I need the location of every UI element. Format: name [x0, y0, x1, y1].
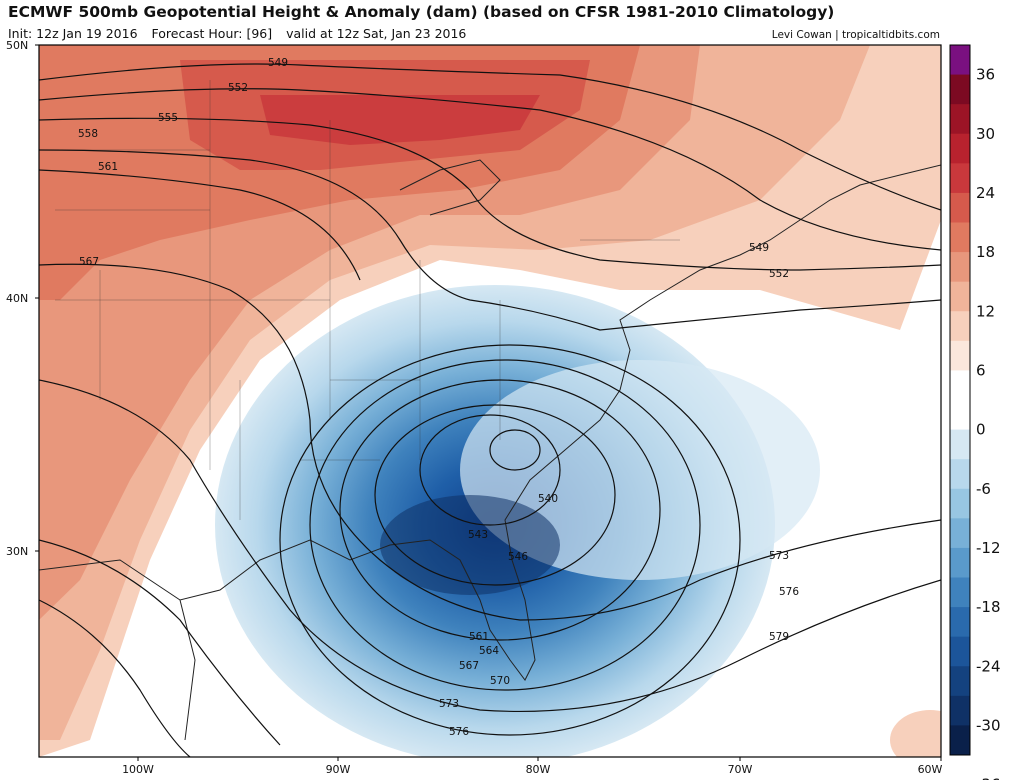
colorbar-swatch: [950, 547, 970, 578]
colorbar-tick-label: 18: [976, 243, 995, 261]
lon-label-80w: 80W: [526, 763, 551, 776]
colorbar-tick-label: 36: [976, 66, 995, 84]
colorbar-swatches: [950, 45, 970, 756]
contour-label: 576: [779, 586, 799, 598]
axis-ticks: [35, 44, 942, 761]
contour-label: 579: [769, 631, 789, 643]
colorbar-swatch: [950, 518, 970, 549]
map-frame: [38, 44, 942, 758]
colorbar-tick-label: -18: [976, 598, 1001, 616]
colorbar-swatch: [950, 163, 970, 194]
contour-label: 561: [98, 161, 118, 173]
colorbar-labels: 36 30 24 18 12 6 0 -6 -12 -18 -24 -30 -36: [976, 66, 1001, 780]
contour-label: 555: [158, 112, 178, 124]
contour-label: 549: [268, 57, 288, 69]
colorbar-swatch: [950, 104, 970, 135]
colorbar-swatch: [950, 340, 970, 371]
lon-label-90w: 90W: [326, 763, 351, 776]
lon-label-100w: 100W: [122, 763, 154, 776]
colorbar-swatch: [950, 459, 970, 490]
colorbar-swatch: [950, 577, 970, 608]
colorbar-tick-label: 30: [976, 125, 995, 143]
lon-labels: 100W 90W 80W 70W 60W: [122, 763, 942, 776]
colorbar-frame: [949, 44, 971, 756]
colorbar-tick-label: 12: [976, 302, 995, 320]
colorbar-tick-label: -30: [976, 716, 1001, 734]
forecast-info: Init: 12z Jan 19 2016 Forecast Hour: [96…: [8, 26, 476, 41]
lat-label-40n: 40N: [6, 292, 28, 305]
lon-label-70w: 70W: [728, 763, 753, 776]
colorbar-tick-label: -12: [976, 539, 1001, 557]
colorbar-swatch: [950, 607, 970, 638]
colorbar-tick-label: 0: [976, 421, 986, 439]
colorbar-swatch: [950, 74, 970, 105]
colorbar-swatch: [950, 222, 970, 253]
colorbar-tick-label: 24: [976, 184, 995, 202]
colorbar-swatch: [950, 252, 970, 283]
contour-label: 561: [469, 631, 489, 643]
colorbar-swatch: [950, 695, 970, 726]
colorbar-tick-label: -24: [976, 657, 1001, 675]
contour-label: 546: [508, 551, 528, 563]
contour-label: 567: [79, 256, 99, 268]
lat-labels: 50N 40N 30N: [6, 39, 28, 558]
colorbar-swatch: [950, 45, 970, 76]
contour-label: 558: [78, 128, 98, 140]
height-contours: [39, 63, 941, 757]
colorbar-swatch: [950, 429, 970, 460]
contour-label: 567: [459, 660, 479, 672]
contour-label: 573: [439, 698, 459, 710]
colorbar-swatch: [950, 370, 970, 401]
credit-text: Levi Cowan | tropicaltidbits.com: [771, 29, 940, 41]
contour-labels: 549 552 555 558 561 567 549 552 540 543 …: [78, 57, 799, 738]
forecast-hour: Forecast Hour: [96]: [151, 26, 273, 41]
contour-label: 552: [228, 82, 248, 94]
anomaly-shading: [39, 45, 941, 757]
colorbar-swatch: [950, 400, 970, 431]
contour-label: 552: [769, 268, 789, 280]
contour-label: 573: [769, 550, 789, 562]
contour-label: 570: [490, 675, 510, 687]
lon-label-60w: 60W: [918, 763, 943, 776]
init-time: Init: 12z Jan 19 2016: [8, 26, 138, 41]
map-title: ECMWF 500mb Geopotential Height & Anomal…: [8, 3, 835, 21]
contour-label: 576: [449, 726, 469, 738]
valid-time: valid at 12z Sat, Jan 23 2016: [286, 26, 467, 41]
colorbar-tick-label: 6: [976, 361, 986, 379]
colorbar-swatch: [950, 133, 970, 164]
colorbar-swatch: [950, 192, 970, 223]
coastlines: [39, 159, 941, 741]
colorbar-swatch: [950, 666, 970, 697]
contour-label: 564: [479, 645, 499, 657]
colorbar-swatch: [950, 281, 970, 312]
lat-label-50n: 50N: [6, 39, 28, 52]
colorbar-swatch: [950, 488, 970, 519]
colorbar-swatch: [950, 725, 970, 756]
lat-label-30n: 30N: [6, 545, 28, 558]
contour-label: 540: [538, 493, 558, 505]
contour-label: 543: [468, 529, 488, 541]
colorbar-swatch: [950, 636, 970, 667]
colorbar-swatch: [950, 311, 970, 342]
contour-label: 549: [749, 242, 769, 254]
colorbar-tick-label: -36: [976, 776, 1001, 780]
colorbar-tick-label: -6: [976, 480, 991, 498]
